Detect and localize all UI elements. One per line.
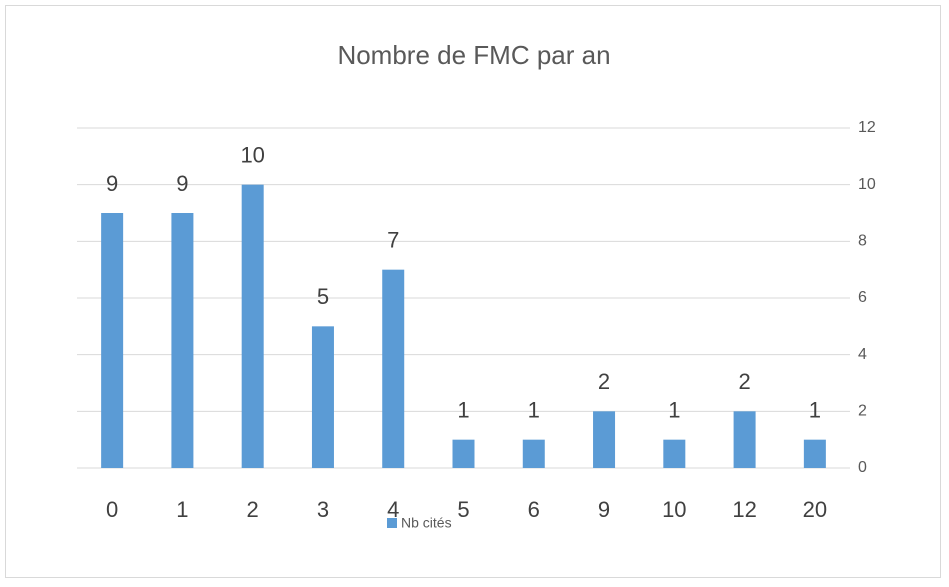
y-tick-label: 0 xyxy=(858,459,867,476)
bar xyxy=(171,213,194,468)
data-label: 1 xyxy=(809,397,821,422)
bar xyxy=(522,439,545,468)
x-tick-label: 4 xyxy=(387,497,399,522)
bar xyxy=(663,439,686,468)
y-tick-label: 8 xyxy=(858,233,867,250)
x-tick-label: 20 xyxy=(803,497,827,522)
y-tick-label: 2 xyxy=(858,403,867,420)
bar xyxy=(101,213,124,468)
bar xyxy=(452,439,475,468)
data-label: 2 xyxy=(738,369,750,394)
y-tick-label: 6 xyxy=(858,289,867,306)
data-label: 7 xyxy=(387,227,399,252)
y-tick-label: 4 xyxy=(858,346,867,363)
chart-title: Nombre de FMC par an xyxy=(337,40,610,70)
x-tick-label: 6 xyxy=(528,497,540,522)
bar xyxy=(241,184,264,468)
data-label: 1 xyxy=(668,397,680,422)
x-tick-label: 10 xyxy=(662,497,686,522)
bar xyxy=(733,411,756,468)
y-tick-label: 10 xyxy=(858,176,876,193)
legend-label: Nb cités xyxy=(401,515,452,531)
data-label: 10 xyxy=(240,142,264,167)
bar xyxy=(803,439,826,468)
x-tick-label: 5 xyxy=(457,497,469,522)
data-label: 1 xyxy=(457,397,469,422)
data-label: 5 xyxy=(317,284,329,309)
bar xyxy=(593,411,616,468)
legend-swatch xyxy=(387,518,397,528)
x-tick-label: 0 xyxy=(106,497,118,522)
x-tick-label: 1 xyxy=(176,497,188,522)
bar xyxy=(382,269,405,468)
x-tick-label: 9 xyxy=(598,497,610,522)
x-tick-label: 3 xyxy=(317,497,329,522)
data-label: 1 xyxy=(528,397,540,422)
x-tick-label: 2 xyxy=(247,497,259,522)
bar xyxy=(311,326,334,468)
y-tick-label: 12 xyxy=(858,119,876,136)
x-tick-label: 12 xyxy=(732,497,756,522)
data-label: 9 xyxy=(106,171,118,196)
chart-border xyxy=(5,5,941,578)
data-label: 2 xyxy=(598,369,610,394)
data-label: 9 xyxy=(176,171,188,196)
